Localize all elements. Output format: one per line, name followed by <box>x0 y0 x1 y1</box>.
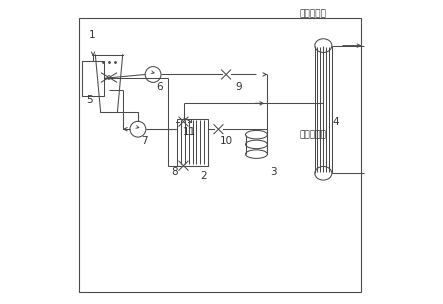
Text: 高温介质进: 高温介质进 <box>299 131 326 140</box>
Text: 1: 1 <box>89 30 96 40</box>
Bar <box>82 61 105 96</box>
Text: 3: 3 <box>270 167 276 177</box>
Bar <box>177 119 208 166</box>
Text: 11: 11 <box>183 127 196 137</box>
Text: 10: 10 <box>219 136 233 146</box>
Text: 9: 9 <box>235 82 241 92</box>
Text: 2: 2 <box>200 171 206 181</box>
Text: 6: 6 <box>156 82 163 92</box>
Text: 7: 7 <box>141 136 147 146</box>
Text: 8: 8 <box>171 167 178 177</box>
Text: 5: 5 <box>86 95 93 105</box>
Text: 高温介质出: 高温介质出 <box>299 9 326 18</box>
Text: 4: 4 <box>332 117 339 126</box>
